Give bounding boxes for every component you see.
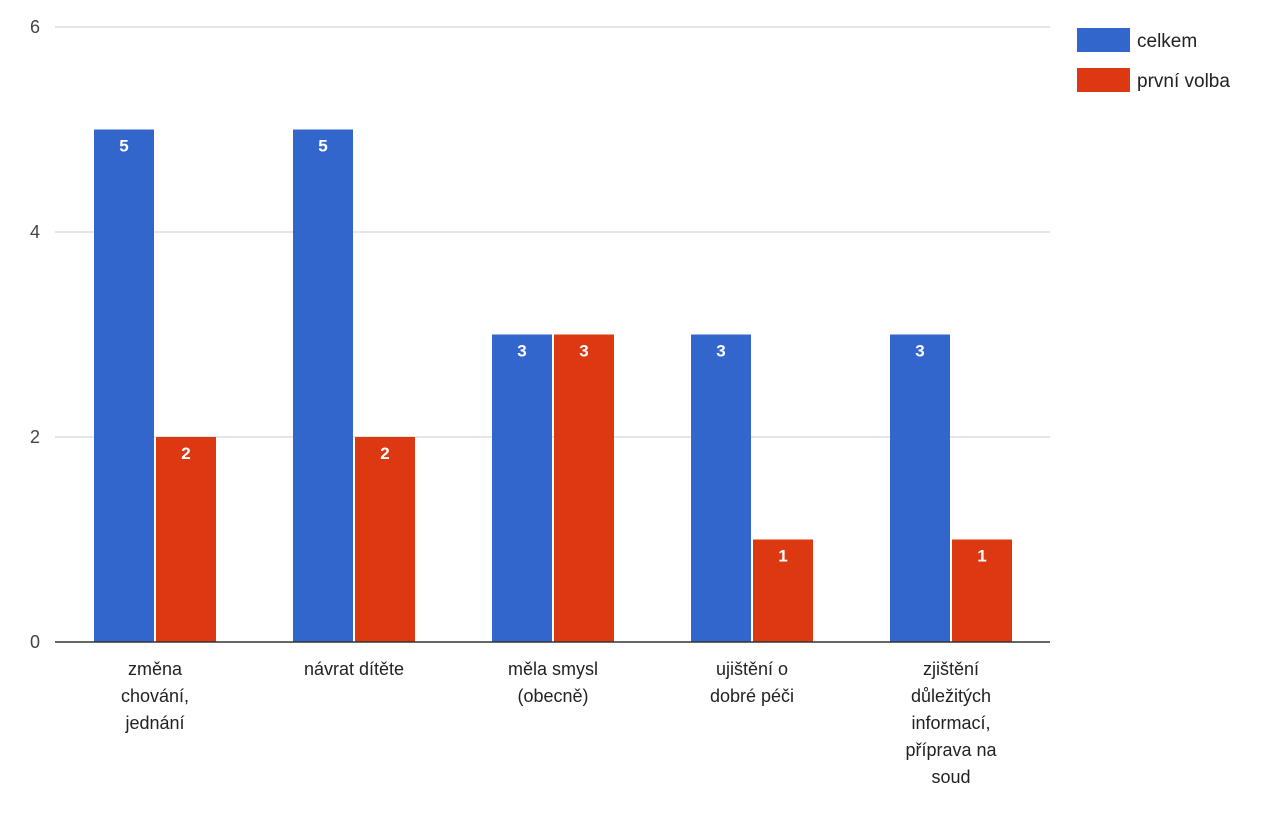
x-tick-label: návrat dítěte xyxy=(304,659,404,679)
x-tick-label-line: (obecně) xyxy=(517,686,588,706)
legend-swatch xyxy=(1077,28,1130,52)
legend: celkem první volba xyxy=(1077,28,1230,92)
data-label: 2 xyxy=(380,444,389,463)
bar-první-volba xyxy=(554,334,614,642)
x-tick-label-line: dobré péči xyxy=(710,686,794,706)
legend-label: celkem xyxy=(1137,31,1197,52)
x-axis-labels: změna chování, jednání návrat dítěte měla sm… xyxy=(121,659,998,787)
bar-celkem xyxy=(293,129,353,642)
legend-label: první volba xyxy=(1137,71,1230,92)
x-tick-label-line: ujištění o xyxy=(716,659,788,679)
y-axis-ticks: 0 2 4 6 xyxy=(30,17,40,652)
x-tick-label-line: jednání xyxy=(124,713,184,733)
y-tick-label: 4 xyxy=(30,222,40,242)
x-tick-label-line: změna xyxy=(128,659,183,679)
x-tick-label: ujištění o dobré péči xyxy=(710,659,794,706)
x-tick-label-line: návrat dítěte xyxy=(304,659,404,679)
data-label: 5 xyxy=(318,137,327,156)
legend-swatch xyxy=(1077,68,1130,92)
data-label: 3 xyxy=(915,342,924,361)
data-label: 3 xyxy=(517,342,526,361)
data-label: 5 xyxy=(119,137,128,156)
y-tick-label: 0 xyxy=(30,632,40,652)
bar-celkem xyxy=(492,334,552,642)
y-tick-label: 6 xyxy=(30,17,40,37)
bar-první-volba xyxy=(156,437,216,642)
gridlines xyxy=(55,26,1050,438)
x-tick-label-line: zjištění xyxy=(923,659,979,679)
x-tick-label: zjištění důležitých informací, příprava na s… xyxy=(905,659,997,787)
data-label: 1 xyxy=(778,547,787,566)
data-label: 3 xyxy=(579,342,588,361)
x-tick-label-line: příprava na xyxy=(905,740,997,760)
x-tick-label-line: soud xyxy=(931,767,970,787)
bar-celkem xyxy=(691,334,751,642)
x-tick-label-line: informací, xyxy=(911,713,990,733)
bar-celkem xyxy=(94,129,154,642)
data-labels: 5 2 5 2 3 3 3 1 3 1 xyxy=(119,137,986,566)
x-tick-label: měla smysl (obecně) xyxy=(508,659,598,706)
y-tick-label: 2 xyxy=(30,427,40,447)
x-tick-label: změna chování, jednání xyxy=(121,659,189,733)
data-label: 3 xyxy=(716,342,725,361)
bar-první-volba xyxy=(952,539,1012,642)
x-tick-label-line: chování, xyxy=(121,686,189,706)
data-label: 2 xyxy=(181,444,190,463)
bar-celkem xyxy=(890,334,950,642)
x-tick-label-line: důležitých xyxy=(911,686,991,706)
data-label: 1 xyxy=(977,547,986,566)
bars xyxy=(94,129,1012,642)
bar-první-volba xyxy=(355,437,415,642)
x-tick-label-line: měla smysl xyxy=(508,659,598,679)
bar-první-volba xyxy=(753,539,813,642)
